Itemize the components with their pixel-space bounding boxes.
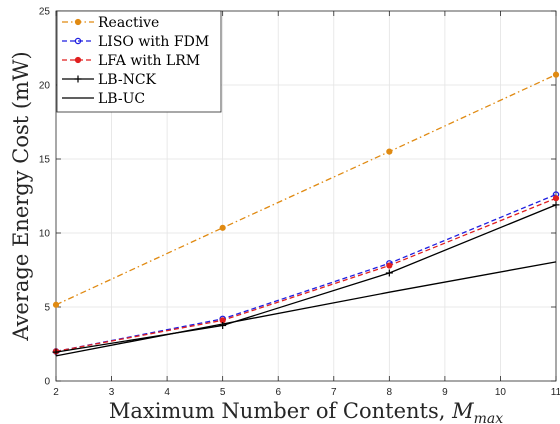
- legend-entry: LB-NCK: [62, 72, 157, 88]
- y-tick-label: 10: [39, 229, 51, 240]
- data-point: [386, 262, 393, 269]
- x-tick-label: 8: [387, 387, 393, 398]
- legend: Reactive LISO with FDM LFA with LRM LB-NCK L…: [56, 10, 222, 113]
- series-reactive: [52, 71, 560, 308]
- y-tick-label: 5: [44, 303, 50, 314]
- data-point: [219, 224, 226, 231]
- x-tick-label: 9: [442, 387, 448, 398]
- x-axis-title-text: Maximum Number of Contents,: [109, 399, 452, 423]
- data-point: [386, 148, 393, 155]
- series-lb-nck: [52, 201, 560, 356]
- y-tick-label: 20: [39, 81, 51, 92]
- data-point: [552, 195, 560, 202]
- series-group: [52, 71, 560, 357]
- legend-label: LISO with FDM: [98, 34, 209, 50]
- tick-labels: 2 3 4 5 6 7 8 9 10 11 0 5 10 15 20 25: [39, 7, 560, 399]
- data-point: [52, 301, 60, 308]
- data-point: [74, 56, 82, 64]
- grid: [56, 11, 556, 381]
- x-tick-label: 6: [275, 387, 281, 398]
- series-line: [55, 74, 557, 306]
- y-tick-label: 25: [39, 7, 51, 18]
- x-tick-label: 7: [331, 387, 337, 398]
- series-line: [55, 193, 557, 353]
- legend-label: LB-NCK: [98, 72, 157, 88]
- legend-entry: LISO with FDM: [62, 34, 209, 50]
- x-tick-label: 10: [495, 387, 507, 398]
- x-tick-label: 2: [53, 387, 59, 398]
- y-tick-label: 15: [39, 155, 51, 166]
- data-point: [74, 75, 82, 83]
- data-point: [219, 322, 227, 329]
- legend-entry: LB-UC: [62, 91, 145, 107]
- x-tick-label: 5: [220, 387, 226, 398]
- x-tick-label: 11: [551, 387, 560, 398]
- data-point: [74, 18, 82, 26]
- x-axis-title-math: M: [451, 399, 474, 423]
- y-axis-title: Average Energy Cost (mW): [9, 51, 33, 342]
- legend-entry: Reactive: [62, 15, 159, 31]
- y-tick-label: 0: [44, 377, 50, 388]
- series-line: [55, 197, 557, 353]
- legend-label: Reactive: [98, 15, 159, 31]
- x-tick-label: 4: [164, 387, 170, 398]
- data-point: [74, 37, 82, 45]
- series-line: [55, 204, 557, 353]
- data-point: [552, 71, 560, 78]
- x-axis-title: Maximum Number of Contents, Mmax: [109, 399, 503, 424]
- legend-entry: LFA with LRM: [62, 53, 200, 69]
- legend-label: LFA with LRM: [98, 53, 200, 69]
- series-line: [55, 261, 557, 357]
- x-tick-label: 3: [109, 387, 115, 398]
- x-axis-title-sub: max: [474, 411, 504, 424]
- data-point: [552, 201, 560, 209]
- data-point: [385, 269, 393, 277]
- data-point: [52, 348, 60, 356]
- series-lb-uc: [55, 261, 557, 357]
- legend-box: [56, 10, 222, 113]
- legend-label: LB-UC: [98, 91, 145, 107]
